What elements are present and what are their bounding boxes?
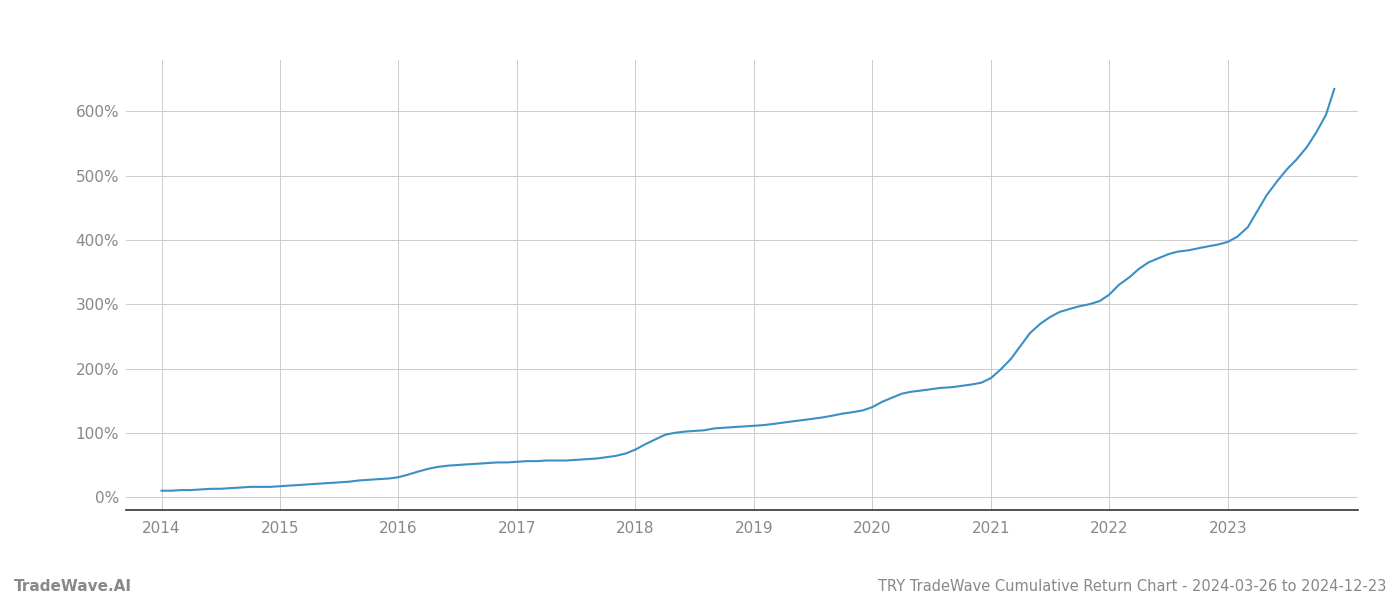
Text: TRY TradeWave Cumulative Return Chart - 2024-03-26 to 2024-12-23: TRY TradeWave Cumulative Return Chart - … (878, 579, 1386, 594)
Text: TradeWave.AI: TradeWave.AI (14, 579, 132, 594)
